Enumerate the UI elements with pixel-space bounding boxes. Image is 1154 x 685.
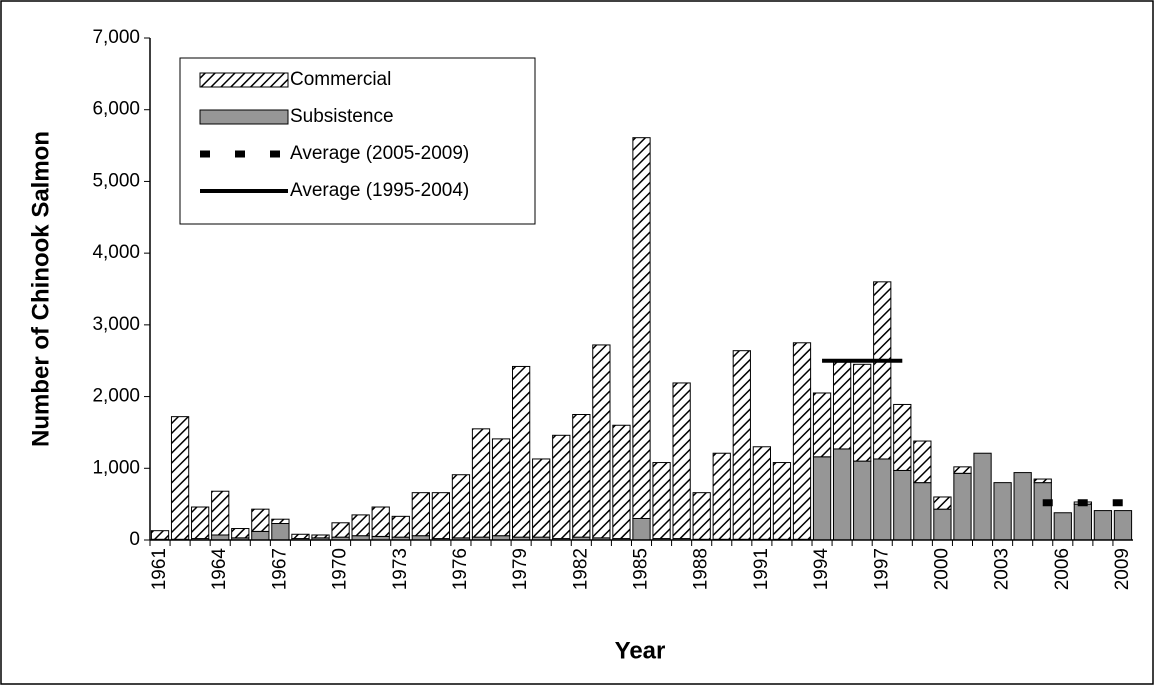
x-tick-label: 1997: [871, 548, 892, 590]
x-tick-label: 1970: [330, 548, 351, 590]
bar-segment: [512, 365, 531, 538]
y-tick-label: 3,000: [92, 314, 140, 335]
legend-swatch: [199, 72, 289, 88]
bar-segment: [1033, 478, 1052, 484]
bar-segment: [150, 530, 170, 540]
x-tick-label: 1979: [510, 548, 531, 590]
bar-segment: [1013, 472, 1032, 541]
bar-segment: [391, 515, 410, 538]
bar-segment: [772, 462, 792, 540]
bar-segment: [311, 534, 330, 539]
legend-label: Average (2005-2009): [290, 143, 469, 164]
bar-segment: [933, 508, 952, 541]
x-tick-label: 2000: [931, 548, 952, 590]
bar-segment: [953, 466, 972, 474]
legend-label: Average (1995-2004): [290, 180, 469, 201]
bar-segment: [371, 506, 390, 537]
bar-segment: [251, 530, 270, 541]
bar-segment: [411, 492, 430, 537]
bar-segment: [832, 448, 852, 541]
x-tick-label: 1964: [209, 548, 230, 591]
legend-label: Subsistence: [290, 106, 394, 127]
bar-segment: [331, 522, 350, 538]
bar-segment: [1073, 503, 1092, 541]
y-axis-title: Number of Chinook Salmon: [27, 131, 54, 447]
bar-segment: [451, 474, 471, 539]
bar-segment: [873, 281, 892, 460]
bar-segment: [812, 456, 832, 541]
x-tick-label: 2009: [1112, 548, 1133, 590]
bar-segment: [853, 363, 872, 462]
bar-segment: [853, 460, 872, 541]
bar-segment: [873, 458, 892, 541]
x-tick-label: 1985: [631, 548, 652, 590]
bar-segment: [712, 452, 731, 540]
bar-segment: [271, 523, 290, 541]
x-tick-label: 2006: [1052, 548, 1073, 590]
bar-segment: [170, 416, 190, 540]
bar-segment: [933, 496, 952, 510]
bar-segment: [1033, 482, 1052, 541]
legend-label: Commercial: [290, 69, 391, 90]
bar-segment: [893, 403, 912, 471]
x-tick-label: 1961: [149, 548, 170, 590]
bar-segment: [632, 137, 651, 519]
bar-segment: [572, 414, 591, 538]
bar-segment: [913, 482, 932, 541]
x-tick-label: 1991: [751, 548, 772, 590]
x-tick-label: 1973: [390, 548, 411, 590]
bar-segment: [271, 518, 290, 525]
x-tick-label: 1976: [450, 548, 471, 590]
x-tick-label: 1967: [269, 548, 290, 590]
bar-segment: [692, 492, 711, 540]
bar-segment: [351, 514, 370, 537]
bar-segment: [612, 424, 631, 540]
bar-segment: [973, 452, 992, 541]
bar-segment: [431, 492, 451, 540]
bar-segment: [231, 528, 250, 539]
y-tick-label: 7,000: [92, 27, 140, 48]
x-tick-label: 1988: [691, 548, 712, 590]
bar-segment: [832, 361, 852, 450]
x-tick-label: 2003: [992, 548, 1013, 590]
y-tick-label: 0: [129, 529, 140, 550]
bar-segment: [893, 469, 912, 541]
x-axis-title: Year: [615, 637, 666, 664]
bar-segment: [812, 392, 832, 458]
bar-segment: [471, 428, 491, 538]
bar-segment: [211, 490, 230, 536]
bar-segment: [592, 344, 611, 539]
bar-segment: [1113, 510, 1133, 541]
bar-segment: [792, 342, 812, 540]
bar-segment: [1053, 512, 1072, 541]
y-tick-label: 4,000: [92, 242, 140, 263]
bar-segment: [652, 462, 671, 540]
bar-segment: [291, 533, 310, 540]
y-tick-label: 1,000: [92, 457, 140, 478]
bar-segment: [491, 438, 511, 537]
bar-segment: [191, 506, 210, 540]
bar-segment: [732, 350, 751, 540]
bar-segment: [211, 534, 230, 541]
legend-swatch: [199, 109, 289, 125]
bar-segment: [672, 382, 691, 540]
bar-segment: [913, 440, 932, 484]
y-tick-label: 6,000: [92, 99, 140, 120]
bar-segment: [632, 517, 651, 541]
bar-segment: [251, 508, 270, 532]
bar-segment: [953, 472, 972, 541]
bar-segment: [552, 434, 571, 540]
bar-segment: [532, 458, 551, 538]
y-tick-label: 2,000: [92, 386, 140, 407]
bar-segment: [993, 482, 1012, 541]
bar-segment: [1093, 510, 1113, 541]
bar-segment: [752, 446, 771, 540]
x-tick-label: 1994: [811, 548, 832, 591]
y-tick-label: 5,000: [92, 170, 140, 191]
x-tick-label: 1982: [570, 548, 591, 590]
legend: Commercial Subsistence Average (2005-2009)…: [179, 57, 536, 225]
